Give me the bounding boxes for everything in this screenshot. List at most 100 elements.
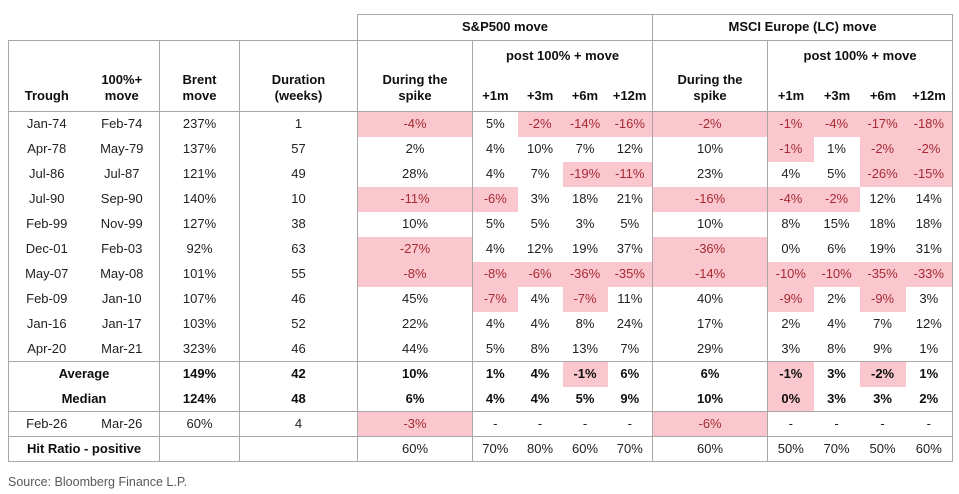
sp-plus-12m-value: 9%: [607, 386, 654, 412]
source-note: Source: Bloomberg Finance L.P.: [8, 475, 188, 489]
col-header-sp-plus-6m: +6m: [571, 87, 599, 103]
eu-plus-12m-value: 14%: [905, 186, 954, 212]
eu-plus-1m-value: -1%: [767, 111, 814, 137]
sp-plus-6m-value: 19%: [571, 240, 599, 256]
sp-plus-1m-value: -8%: [472, 261, 518, 287]
duration-value: 57: [239, 136, 358, 162]
sp-plus-12m-value: 70%: [607, 436, 654, 462]
sp-plus-3m-value: -6%: [517, 261, 563, 287]
column-header-row: Trough 100%+ move Brent move Duration (w…: [8, 40, 954, 112]
eu-plus-12m-value: -33%: [905, 261, 954, 287]
sp-plus-3m-value: 7%: [530, 165, 550, 181]
sp-plus-12m-value: 21%: [607, 186, 654, 212]
move-date: Jan-17: [84, 311, 160, 337]
col-header-eu-plus-12m: +12m: [912, 87, 946, 103]
sp-plus-6m-value: -19%: [562, 161, 608, 187]
sp-plus-12m-value: -11%: [607, 161, 654, 187]
sp-plus-1m-value: 4%: [485, 165, 505, 181]
sp-plus-6m-value: -: [562, 411, 608, 437]
col-header-sp-during-spike: During the spike: [357, 40, 473, 112]
trough-date: Apr-20: [8, 336, 85, 362]
eu-during-spike-value: 23%: [652, 161, 769, 187]
sp-during-spike-value: 10%: [357, 211, 473, 237]
eu-period-headers: +1m +3m +6m +12m: [768, 88, 952, 104]
sp-during-spike-value: -11%: [357, 186, 473, 212]
eu-during-spike-value: 10%: [652, 211, 769, 237]
sp-during-spike-value: 10%: [357, 361, 473, 387]
table-row: Jan-16 Jan-17 103% 52 22% 4% 4% 8% 24% 17% 2% 4% 7% 1…: [8, 311, 954, 337]
empty-cell: [239, 436, 358, 462]
eu-plus-6m-value: -2%: [859, 361, 906, 387]
sp-plus-3m-value: 3%: [530, 190, 550, 206]
eu-plus-12m-value: 18%: [905, 211, 954, 237]
table-row: Jul-86 Jul-87 121% 49 28% 4% 7% -19% -11% 23% 4% 5%…: [8, 161, 954, 187]
trough-date: Jan-16: [8, 311, 85, 337]
sp-during-spike-value: 2%: [357, 136, 473, 162]
duration-value: 1: [239, 111, 358, 137]
sp-plus-6m-value: 18%: [571, 190, 599, 206]
eu-plus-6m-value: -9%: [859, 286, 906, 312]
eu-during-spike-value: -6%: [652, 411, 769, 437]
spacer-cell: [9, 15, 358, 41]
col-header-sp-plus-1m: +1m: [482, 87, 509, 103]
col-header-sp-plus-3m: +3m: [526, 87, 554, 103]
eu-plus-3m-value: 3%: [813, 361, 860, 387]
eu-plus-6m-value: 50%: [859, 436, 906, 462]
sp-plus-12m-value: -16%: [607, 111, 654, 137]
brent-move-value: 127%: [159, 211, 240, 237]
summary-row: Average 149% 42 10% 1% 4% -1% 6% 6% -1% 3% -2% 1%: [8, 361, 954, 387]
sp-plus-12m-value: 37%: [607, 236, 654, 262]
sp-plus-1m-value: 5%: [485, 215, 505, 231]
move-date: May-79: [84, 136, 160, 162]
eu-plus-12m-value: 2%: [905, 386, 954, 412]
brent-move-value: 60%: [159, 411, 240, 437]
col-header-eu-plus-3m: +3m: [823, 87, 851, 103]
eu-plus-3m-value: 3%: [827, 390, 846, 406]
oil-spike-table: S&P500 move MSCI Europe (LC) move Trough…: [8, 14, 954, 462]
sp-during-spike-value: -27%: [357, 236, 473, 262]
eu-plus-1m-value: -10%: [767, 261, 814, 287]
sp-plus-6m-value: -14%: [562, 111, 608, 137]
eu-plus-1m-value: 2%: [781, 315, 801, 331]
eu-plus-1m-value: 50%: [767, 436, 814, 462]
trough-date: Jan-74: [8, 111, 85, 137]
eu-plus-3m-value: 2%: [827, 290, 846, 306]
move-date: Jul-87: [84, 161, 160, 187]
eu-plus-3m-value: -10%: [813, 261, 860, 287]
eu-plus-1m-value: 0%: [781, 240, 801, 256]
sp-plus-3m-value: 4%: [530, 315, 550, 331]
sp-plus-1m-value: 4%: [485, 390, 505, 406]
eu-plus-12m-value: -15%: [905, 161, 954, 187]
sp-during-spike-value: 45%: [357, 286, 473, 312]
table-row: Apr-78 May-79 137% 57 2% 4% 10% 7% 12% 10% -1% 1% -2…: [8, 136, 954, 162]
sp-plus-3m-value: 80%: [517, 436, 563, 462]
duration-value: 48: [239, 386, 358, 412]
msci-group-header: MSCI Europe (LC) move: [652, 14, 954, 41]
sp-plus-3m-value: -2%: [517, 111, 563, 137]
table-body: Jan-74 Feb-74 237% 1 -4% 5% -2% -14% -16% -2% -1% -…: [8, 111, 954, 462]
sp-plus-3m-value: -: [517, 411, 563, 437]
sp-plus-12m-value: 7%: [607, 336, 654, 362]
trough-date: May-07: [8, 261, 85, 287]
eu-plus-1m-value: -4%: [767, 186, 814, 212]
sp-during-spike-value: 6%: [357, 386, 473, 412]
trough-date: Apr-78: [8, 136, 85, 162]
sp-plus-1m-value: -: [472, 411, 518, 437]
sp-plus-6m-value: -7%: [562, 286, 608, 312]
sp-plus-12m-value: 11%: [607, 286, 654, 312]
sp-plus-3m-value: 5%: [530, 215, 550, 231]
eu-plus-3m-value: -2%: [813, 186, 860, 212]
trough-date: Dec-01: [8, 236, 85, 262]
move-date: Feb-03: [84, 236, 160, 262]
duration-value: 52: [239, 311, 358, 337]
eu-plus-6m-value: -26%: [859, 161, 906, 187]
move-date: Mar-21: [84, 336, 160, 362]
sp-period-headers: +1m +3m +6m +12m: [473, 88, 652, 104]
eu-plus-3m-value: 4%: [827, 315, 846, 331]
eu-during-spike-value: 29%: [652, 336, 769, 362]
sp-plus-6m-value: 5%: [575, 390, 595, 406]
eu-plus-6m-value: 18%: [869, 215, 896, 231]
sp-during-spike-value: 44%: [357, 336, 473, 362]
eu-plus-1m-value: -: [767, 411, 814, 437]
